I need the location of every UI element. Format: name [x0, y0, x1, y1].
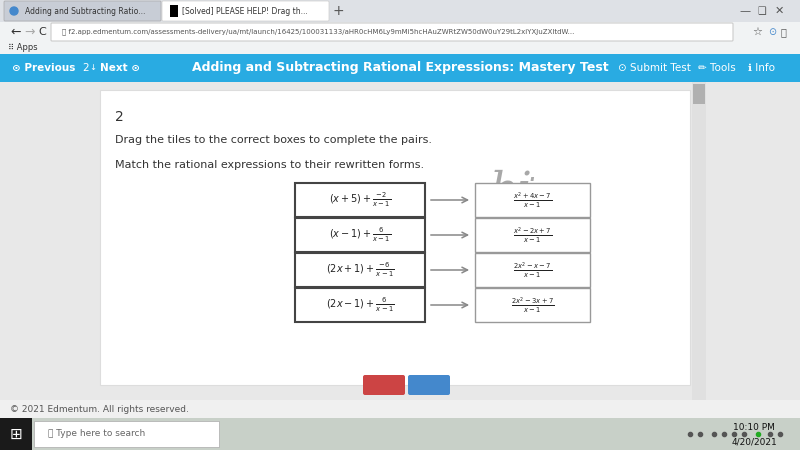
Text: ⊙ Previous: ⊙ Previous: [12, 63, 75, 73]
Bar: [0, 400, 800, 418]
Bar: [34, 421, 219, 447]
Text: $\frac{x^2 + 4x - 7}{x-1}$: $\frac{x^2 + 4x - 7}{x-1}$: [513, 190, 552, 210]
Text: [Solved] PLEASE HELP! Drag th...: [Solved] PLEASE HELP! Drag th...: [182, 6, 308, 15]
Text: $(2x - 1) + \frac{6}{x-1}$: $(2x - 1) + \frac{6}{x-1}$: [326, 296, 394, 314]
Bar: [0, 418, 800, 450]
Text: C: C: [38, 27, 46, 37]
Text: :: :: [527, 170, 536, 198]
Text: —: —: [739, 6, 750, 16]
Text: ℹ Info: ℹ Info: [748, 63, 775, 73]
Bar: [295, 183, 425, 217]
FancyBboxPatch shape: [363, 375, 405, 395]
Text: 10:10 PM: 10:10 PM: [733, 423, 775, 432]
Bar: [100, 90, 690, 385]
Text: ⠿ Apps: ⠿ Apps: [8, 44, 38, 53]
Bar: [475, 253, 590, 287]
Bar: [475, 183, 590, 217]
Text: $\frac{x^2 - 2x + 7}{x-1}$: $\frac{x^2 - 2x + 7}{x-1}$: [513, 225, 552, 245]
Text: +: +: [332, 4, 344, 18]
Text: $(x + 5) + \frac{-2}{x-1}$: $(x + 5) + \frac{-2}{x-1}$: [329, 191, 391, 209]
Bar: [0, 418, 32, 450]
Text: 4/20/2021: 4/20/2021: [731, 437, 777, 446]
Text: ←: ←: [10, 26, 21, 39]
Text: ✕: ✕: [774, 6, 784, 16]
Circle shape: [10, 7, 18, 15]
Text: ↓: ↓: [89, 63, 96, 72]
FancyBboxPatch shape: [4, 1, 161, 21]
Bar: [693, 84, 705, 104]
Text: 🔒 f2.app.edmentum.com/assessments-delivery/ua/mt/launch/16425/100031133/aHR0cHM6: 🔒 f2.app.edmentum.com/assessments-delive…: [62, 29, 574, 35]
Text: $(2x + 1) + \frac{-6}{x-1}$: $(2x + 1) + \frac{-6}{x-1}$: [326, 261, 394, 279]
Text: ❑: ❑: [758, 6, 766, 16]
Text: ⋮: ⋮: [795, 27, 800, 37]
Text: ✏ Tools: ✏ Tools: [698, 63, 736, 73]
Bar: [0, 22, 800, 42]
Bar: [475, 288, 590, 322]
Bar: [0, 42, 800, 54]
Text: ☆: ☆: [752, 27, 762, 37]
Text: $\frac{2x^2 - x - 7}{x-1}$: $\frac{2x^2 - x - 7}{x-1}$: [513, 260, 552, 280]
Text: 2: 2: [82, 63, 89, 73]
Bar: [0, 54, 800, 82]
Bar: [475, 218, 590, 252]
Text: Adding and Subtracting Rational Expressions: Mastery Test: Adding and Subtracting Rational Expressi…: [192, 62, 608, 75]
Text: hi: hi: [490, 170, 533, 213]
FancyBboxPatch shape: [162, 1, 329, 21]
Text: ⊞: ⊞: [10, 427, 22, 441]
Bar: [0, 0, 800, 22]
Bar: [295, 218, 425, 252]
Bar: [692, 82, 706, 400]
Text: Next ⊙: Next ⊙: [100, 63, 140, 73]
Text: 2: 2: [115, 110, 124, 124]
Text: 👤: 👤: [781, 27, 787, 37]
Text: © 2021 Edmentum. All rights reserved.: © 2021 Edmentum. All rights reserved.: [10, 405, 189, 414]
Text: ⊙: ⊙: [768, 27, 776, 37]
Text: 🔍 Type here to search: 🔍 Type here to search: [48, 429, 146, 438]
Text: $(x - 1) + \frac{6}{x-1}$: $(x - 1) + \frac{6}{x-1}$: [329, 226, 391, 244]
Bar: [170, 5, 178, 17]
Bar: [295, 253, 425, 287]
Text: $\frac{2x^2 - 3x + 7}{x-1}$: $\frac{2x^2 - 3x + 7}{x-1}$: [510, 295, 554, 315]
Text: Drag the tiles to the correct boxes to complete the pairs.: Drag the tiles to the correct boxes to c…: [115, 135, 432, 145]
Text: Match the rational expressions to their rewritten forms.: Match the rational expressions to their …: [115, 160, 424, 170]
Bar: [0, 82, 800, 400]
Text: →: →: [24, 26, 34, 39]
FancyBboxPatch shape: [408, 375, 450, 395]
Text: Adding and Subtracting Ratio...: Adding and Subtracting Ratio...: [25, 6, 146, 15]
Text: ⊙ Submit Test: ⊙ Submit Test: [618, 63, 691, 73]
Bar: [295, 288, 425, 322]
FancyBboxPatch shape: [51, 23, 733, 41]
